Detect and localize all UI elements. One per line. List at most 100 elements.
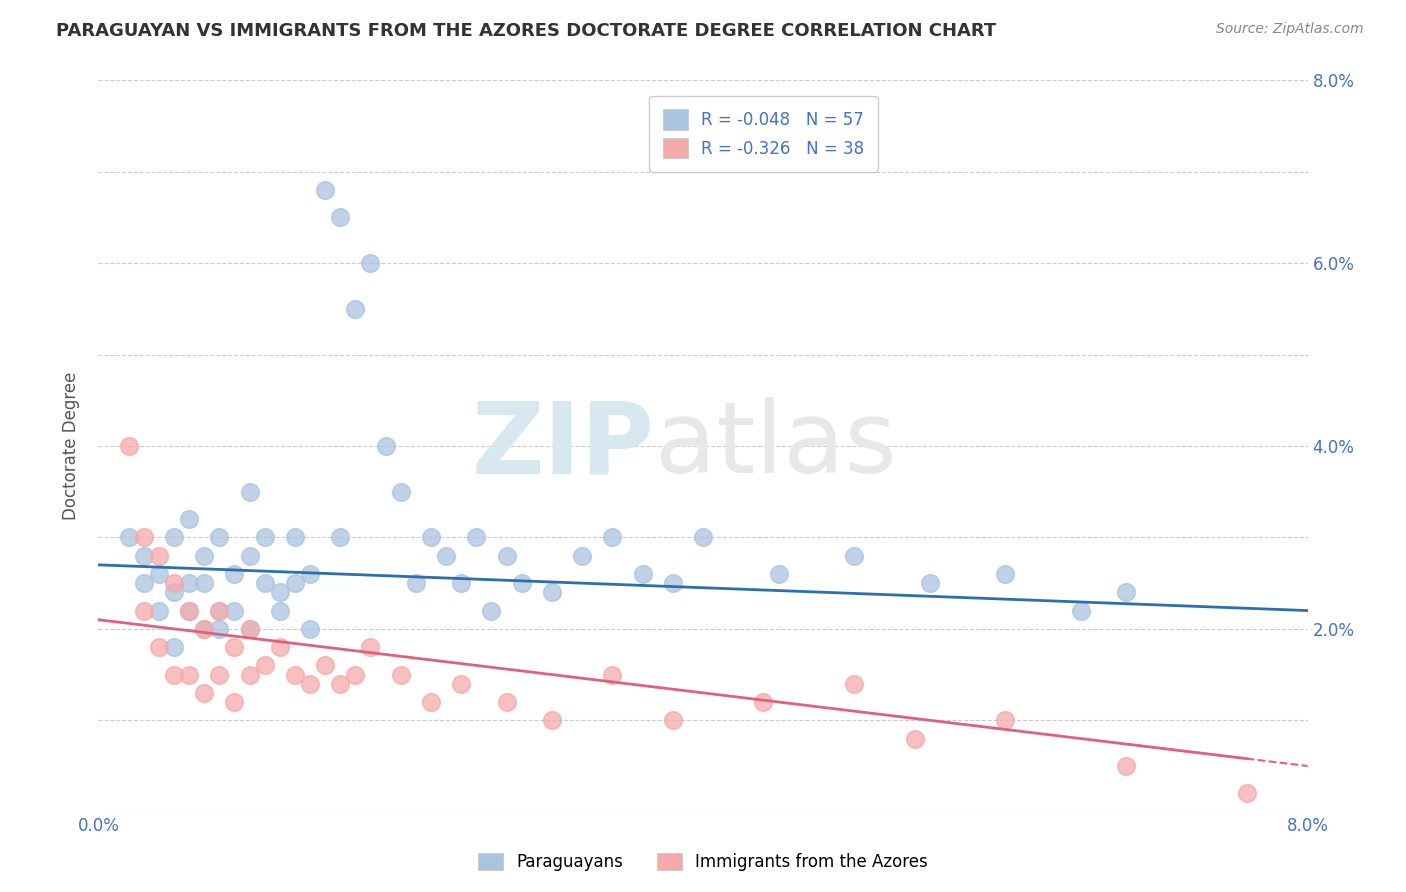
Point [844,549,866,563]
Point [224,640,246,655]
Point [163,640,186,655]
Point [208,603,231,617]
Point [510,576,533,591]
Point [994,567,1017,582]
Text: Source: ZipAtlas.com: Source: ZipAtlas.com [1216,22,1364,37]
Point [314,183,336,197]
Point [224,695,246,709]
Point [239,622,262,636]
Point [360,640,382,655]
Point [768,567,790,582]
Point [692,530,714,544]
Point [179,512,201,526]
Point [1236,787,1258,801]
Point [495,549,517,563]
Point [662,714,685,728]
Point [314,658,336,673]
Point [208,667,231,681]
Point [253,658,276,673]
Legend: Paraguayans, Immigrants from the Azores: Paraguayans, Immigrants from the Azores [470,845,936,880]
Point [389,667,412,681]
Text: atlas: atlas [655,398,896,494]
Point [132,530,155,544]
Point [405,576,427,591]
Point [904,731,927,746]
Point [179,667,201,681]
Point [541,714,564,728]
Point [179,603,201,617]
Point [193,576,215,591]
Point [450,676,472,690]
Point [571,549,593,563]
Point [631,567,654,582]
Point [208,622,231,636]
Point [239,484,262,499]
Point [269,640,291,655]
Point [994,714,1017,728]
Point [541,585,564,599]
Point [148,603,170,617]
Point [284,576,307,591]
Point [148,567,170,582]
Point [344,667,367,681]
Point [1070,603,1092,617]
Point [450,576,472,591]
Point [299,676,322,690]
Point [239,549,262,563]
Point [481,603,503,617]
Text: PARAGUAYAN VS IMMIGRANTS FROM THE AZORES DOCTORATE DEGREE CORRELATION CHART: PARAGUAYAN VS IMMIGRANTS FROM THE AZORES… [56,22,997,40]
Point [284,667,307,681]
Y-axis label: Doctorate Degree: Doctorate Degree [62,372,80,520]
Point [239,667,262,681]
Point [253,530,276,544]
Point [918,576,941,591]
Point [389,484,412,499]
Point [299,567,322,582]
Point [118,530,141,544]
Point [360,256,382,270]
Point [148,549,170,563]
Point [284,530,307,544]
Point [132,549,155,563]
Point [239,622,262,636]
Text: ZIP: ZIP [472,398,655,494]
Point [132,576,155,591]
Point [163,530,186,544]
Point [329,530,352,544]
Point [193,622,215,636]
Point [752,695,775,709]
Point [193,549,215,563]
Point [269,585,291,599]
Point [299,622,322,636]
Point [420,695,443,709]
Point [329,676,352,690]
Point [224,603,246,617]
Point [602,530,624,544]
Point [163,576,186,591]
Point [253,576,276,591]
Point [662,576,685,591]
Point [163,667,186,681]
Point [434,549,457,563]
Point [465,530,488,544]
Point [224,567,246,582]
Point [602,667,624,681]
Point [1115,585,1137,599]
Point [495,695,517,709]
Point [329,211,352,225]
Point [179,603,201,617]
Point [208,603,231,617]
Point [193,622,215,636]
Point [844,676,866,690]
Point [420,530,443,544]
Point [118,439,141,453]
Point [269,603,291,617]
Point [1115,759,1137,773]
Point [193,686,215,700]
Point [374,439,396,453]
Point [179,576,201,591]
Point [163,585,186,599]
Point [344,301,367,316]
Point [148,640,170,655]
Point [208,530,231,544]
